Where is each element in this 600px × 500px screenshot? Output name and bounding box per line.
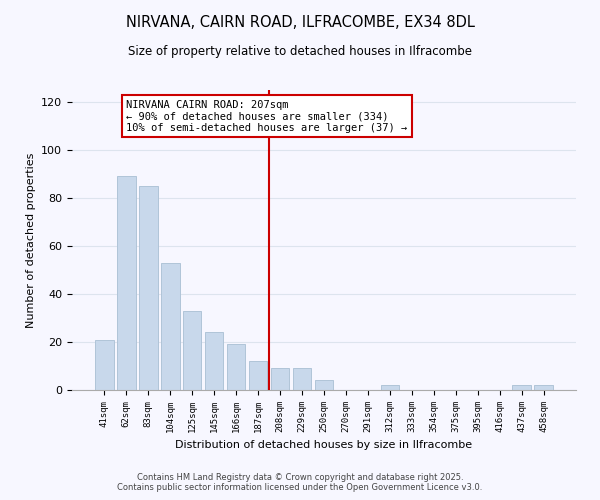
Text: Contains HM Land Registry data © Crown copyright and database right 2025.
Contai: Contains HM Land Registry data © Crown c… xyxy=(118,473,482,492)
Y-axis label: Number of detached properties: Number of detached properties xyxy=(26,152,35,328)
Bar xyxy=(161,263,179,390)
X-axis label: Distribution of detached houses by size in Ilfracombe: Distribution of detached houses by size … xyxy=(175,440,473,450)
Bar xyxy=(117,176,136,390)
Bar xyxy=(249,361,268,390)
Bar xyxy=(271,368,289,390)
Bar xyxy=(293,368,311,390)
Bar xyxy=(314,380,334,390)
Bar xyxy=(95,340,113,390)
Bar xyxy=(512,385,531,390)
Bar xyxy=(380,385,399,390)
Bar xyxy=(183,311,202,390)
Bar xyxy=(205,332,223,390)
Bar xyxy=(535,385,553,390)
Bar xyxy=(227,344,245,390)
Text: NIRVANA CAIRN ROAD: 207sqm
← 90% of detached houses are smaller (334)
10% of sem: NIRVANA CAIRN ROAD: 207sqm ← 90% of deta… xyxy=(126,100,407,133)
Text: NIRVANA, CAIRN ROAD, ILFRACOMBE, EX34 8DL: NIRVANA, CAIRN ROAD, ILFRACOMBE, EX34 8D… xyxy=(125,15,475,30)
Bar xyxy=(139,186,158,390)
Text: Size of property relative to detached houses in Ilfracombe: Size of property relative to detached ho… xyxy=(128,45,472,58)
